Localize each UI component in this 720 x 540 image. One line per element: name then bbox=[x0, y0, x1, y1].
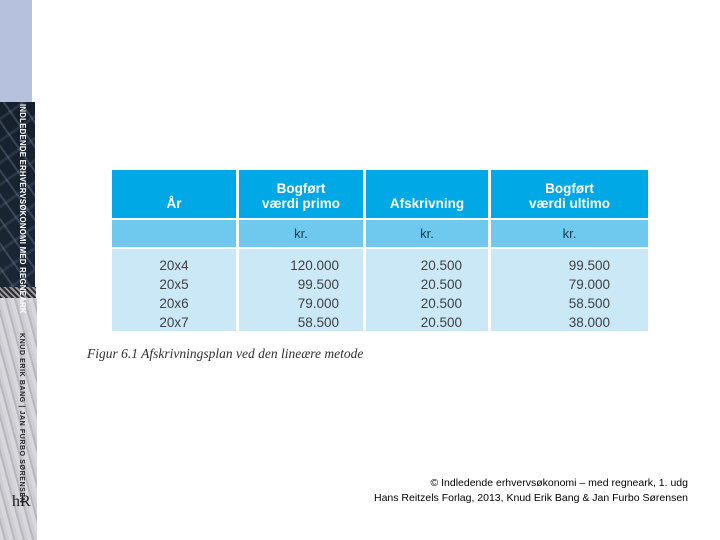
column-header-depreciation: Afskrivning bbox=[366, 170, 488, 218]
table-column-value-primo: 120.000 99.500 79.000 58.500 bbox=[239, 249, 363, 331]
figure-caption: Figur 6.1 Afskrivningsplan ved den lineæ… bbox=[87, 346, 364, 361]
table-header-row: År Bogført værdi primo Afskrivning Bogfø… bbox=[112, 170, 648, 218]
spine-book-title: INDLEDENDE ERHVERVSØKONOMI MED REGNEARK bbox=[18, 104, 27, 314]
spine-authors: KNUD ERIK BANG | JAN FURBO SØRENSEN bbox=[18, 333, 25, 504]
table-cell: 20.500 bbox=[420, 258, 462, 273]
table-column-depreciation: 20.500 20.500 20.500 20.500 bbox=[366, 249, 488, 331]
table-cell: 20.500 bbox=[420, 315, 462, 330]
table-cell: 38.000 bbox=[568, 315, 610, 330]
table-cell: 99.500 bbox=[297, 277, 339, 292]
table-cell: 79.000 bbox=[568, 277, 610, 292]
spine-silver-texture bbox=[0, 298, 37, 540]
table-cell: 20.500 bbox=[420, 277, 462, 292]
table-body: 20x4 20x5 20x6 20x7 120.000 99.500 79.00… bbox=[112, 249, 648, 331]
table-cell: 20x5 bbox=[159, 277, 189, 292]
table-cell: 58.500 bbox=[297, 315, 339, 330]
unit-cell bbox=[112, 220, 236, 247]
spine-photo-texture bbox=[0, 102, 35, 294]
copyright-line-1: © Indledende erhvervsøkonomi – med regne… bbox=[430, 477, 688, 489]
spine-top-block bbox=[0, 0, 32, 102]
depreciation-table: År Bogført værdi primo Afskrivning Bogfø… bbox=[112, 170, 648, 331]
table-column-value-ultimo: 99.500 79.000 58.500 38.000 bbox=[491, 249, 648, 331]
table-cell: 79.000 bbox=[297, 296, 339, 311]
column-header-value-primo: Bogført værdi primo bbox=[239, 170, 363, 218]
column-header-value-ultimo: Bogført værdi ultimo bbox=[491, 170, 648, 218]
column-header-year: År bbox=[112, 170, 236, 218]
table-column-year: 20x4 20x5 20x6 20x7 bbox=[112, 249, 236, 331]
table-cell: 20x4 bbox=[159, 258, 189, 273]
publisher-logo: hR bbox=[12, 493, 31, 510]
table-cell: 120.000 bbox=[290, 258, 339, 273]
table-unit-row: kr. kr. kr. bbox=[112, 220, 648, 247]
spine-hatch-divider bbox=[0, 287, 36, 298]
unit-cell: kr. bbox=[366, 220, 488, 247]
table-cell: 20x7 bbox=[159, 315, 189, 330]
table-cell: 58.500 bbox=[568, 296, 610, 311]
table-cell: 20.500 bbox=[420, 296, 462, 311]
unit-cell: kr. bbox=[491, 220, 648, 247]
table-cell: 99.500 bbox=[568, 258, 610, 273]
unit-cell: kr. bbox=[239, 220, 363, 247]
copyright-line-2: Hans Reitzels Forlag, 2013, Knud Erik Ba… bbox=[374, 491, 688, 504]
table-cell: 20x6 bbox=[159, 296, 189, 311]
copyright-credit: © Indledende erhvervsøkonomi – med regne… bbox=[374, 476, 688, 505]
